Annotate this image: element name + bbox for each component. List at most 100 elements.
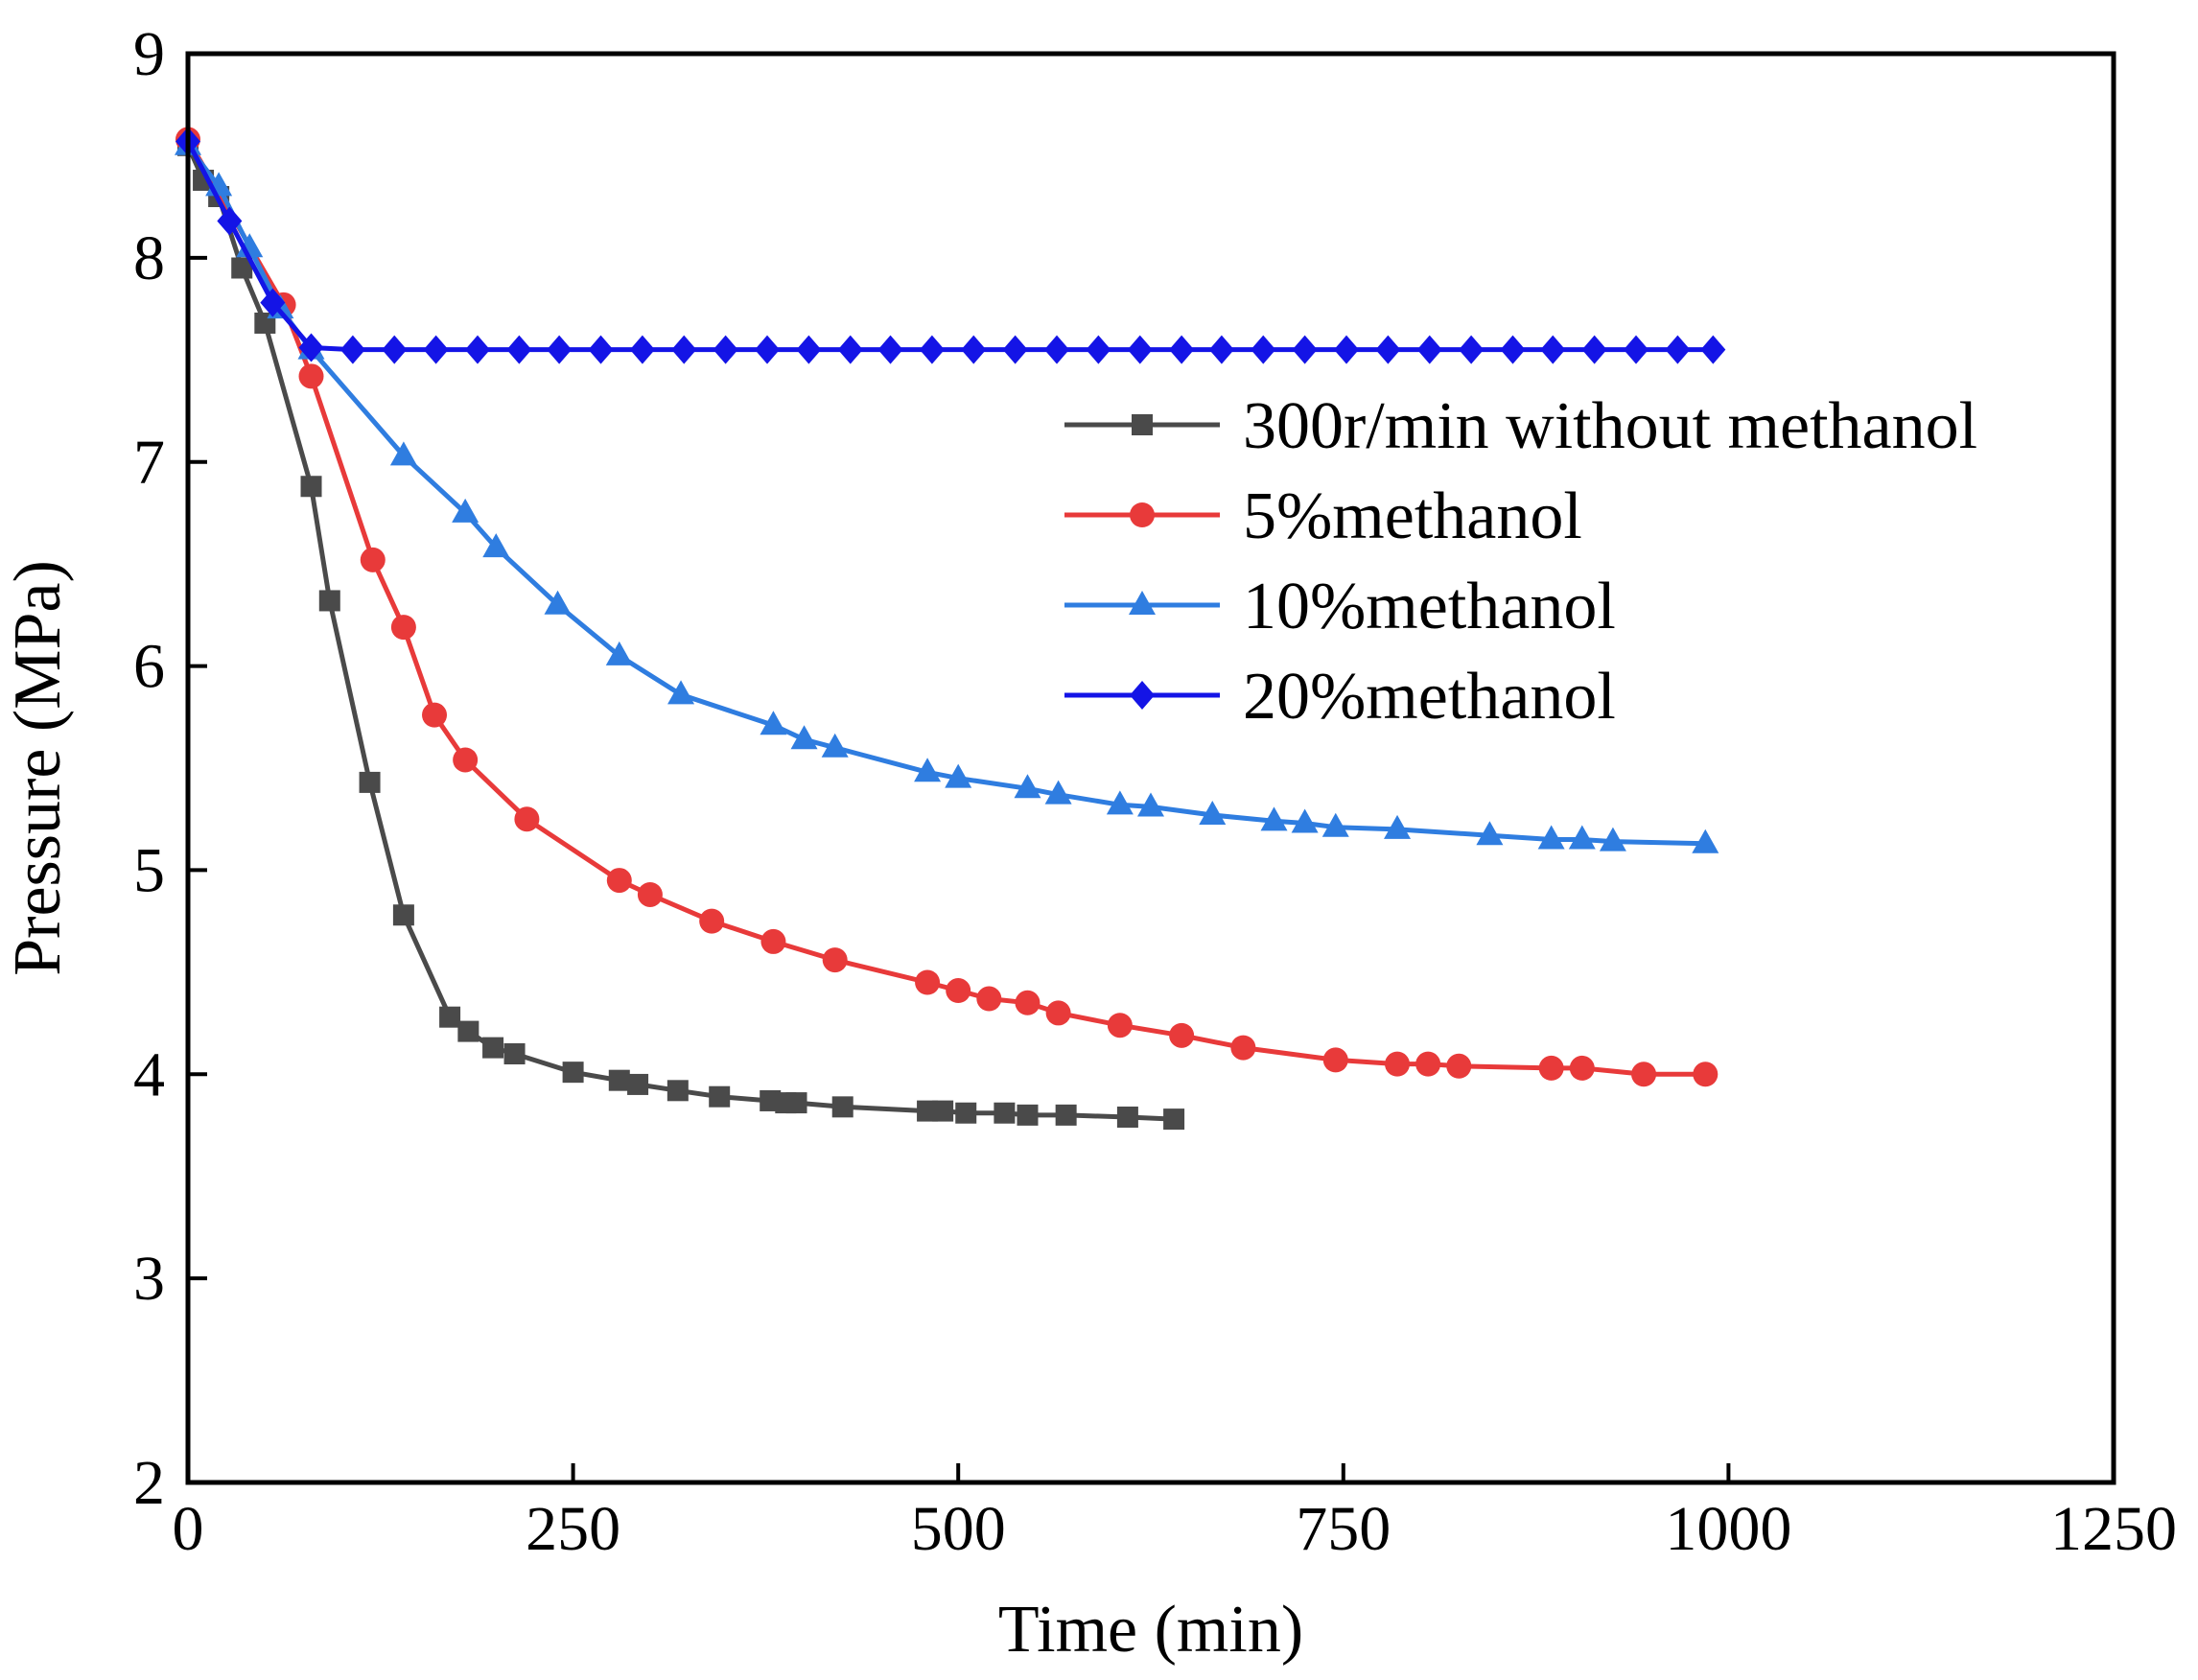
series-4 [175, 127, 1726, 364]
data-point [627, 1073, 649, 1095]
data-point [1045, 1000, 1071, 1026]
data-point [1446, 1053, 1472, 1079]
data-point [1086, 335, 1111, 364]
data-point [1291, 808, 1319, 833]
data-point [699, 908, 725, 934]
y-tick-label: 3 [133, 1244, 165, 1314]
data-point [831, 1096, 853, 1118]
data-point [629, 335, 655, 364]
data-point [637, 881, 663, 907]
y-tick-label: 2 [133, 1448, 165, 1518]
data-point [1107, 1013, 1133, 1038]
data-point [503, 1043, 526, 1064]
data-point [1692, 828, 1719, 853]
data-point [1569, 1055, 1595, 1081]
x-tick-label: 0 [173, 1494, 204, 1564]
x-axis-title: Time (min) [998, 1593, 1303, 1667]
legend: 300r/min without methanol 5%methanol 10%me… [1064, 389, 1977, 734]
x-tick-label: 1250 [2050, 1494, 2177, 1564]
data-point [1169, 335, 1195, 364]
data-point [1476, 821, 1504, 846]
legend-label: 300r/min without methanol [1243, 389, 1977, 463]
legend-label: 5%methanol [1243, 479, 1582, 553]
y-tick-label: 9 [133, 19, 165, 89]
data-point [360, 547, 386, 572]
data-point [1385, 1051, 1411, 1077]
legend-item: 20%methanol [1064, 660, 1616, 734]
data-point [1017, 1104, 1039, 1126]
data-point [423, 335, 449, 364]
data-point [760, 711, 787, 735]
data-point [605, 641, 633, 665]
legend-marker [1129, 591, 1156, 615]
data-point [453, 747, 479, 773]
data-point [300, 476, 322, 498]
data-point [1137, 792, 1164, 817]
data-point [1631, 1062, 1657, 1087]
data-point [1665, 335, 1691, 364]
legend-item: 10%methanol [1064, 570, 1616, 643]
data-point [671, 335, 697, 364]
data-point [667, 680, 695, 705]
y-axis-title: Pressure (MPa) [1, 560, 75, 976]
series-3 [175, 130, 1719, 853]
data-point [506, 335, 532, 364]
data-point [932, 1100, 954, 1122]
data-point [457, 1020, 479, 1042]
data-point [298, 363, 324, 389]
legend-label: 10%methanol [1243, 570, 1616, 643]
series-2 [175, 127, 1719, 1087]
data-point [547, 335, 573, 364]
legend-marker [1130, 681, 1155, 710]
data-point [1540, 335, 1566, 364]
data-point [1599, 827, 1626, 852]
data-point [389, 441, 417, 466]
data-point [790, 725, 818, 750]
y-tick-label: 8 [133, 223, 165, 293]
data-point [606, 868, 632, 894]
data-point [822, 947, 848, 973]
data-point [760, 928, 786, 954]
data-point [1321, 812, 1349, 837]
plot-frame [185, 51, 2116, 1485]
data-point [1002, 335, 1028, 364]
data-point [318, 590, 340, 612]
data-point [482, 1037, 504, 1059]
x-tick-label: 500 [911, 1494, 1006, 1564]
data-point [1116, 1106, 1138, 1128]
data-point [796, 335, 822, 364]
data-point [1260, 806, 1288, 831]
data-point [837, 335, 863, 364]
data-point [1384, 814, 1412, 839]
data-point [877, 335, 903, 364]
data-point [390, 615, 416, 641]
data-point [1322, 1047, 1348, 1073]
data-point [544, 590, 572, 615]
data-point [785, 1092, 807, 1114]
series-line [185, 144, 1175, 1122]
data-point [1292, 335, 1318, 364]
data-point [915, 969, 941, 995]
series-1 [177, 134, 1185, 1131]
series-line [185, 140, 1714, 353]
x-tick-label: 750 [1296, 1494, 1391, 1564]
data-point [339, 335, 365, 364]
data-point [1500, 335, 1526, 364]
x-tick-label: 250 [526, 1494, 620, 1564]
legend-item: 5%methanol [1064, 479, 1582, 553]
data-point [1375, 335, 1401, 364]
data-point [439, 1006, 461, 1028]
data-point [465, 335, 491, 364]
y-tick-label: 5 [133, 835, 165, 905]
data-point [1568, 825, 1596, 850]
data-point [945, 763, 972, 788]
data-point [955, 1102, 977, 1124]
y-tick-label: 7 [133, 428, 165, 498]
data-point [217, 206, 243, 236]
data-point [946, 978, 971, 1004]
data-point [562, 1062, 584, 1084]
legend-marker [1132, 414, 1153, 435]
data-point [382, 335, 408, 364]
data-point [1537, 825, 1565, 850]
data-point [1624, 335, 1649, 364]
